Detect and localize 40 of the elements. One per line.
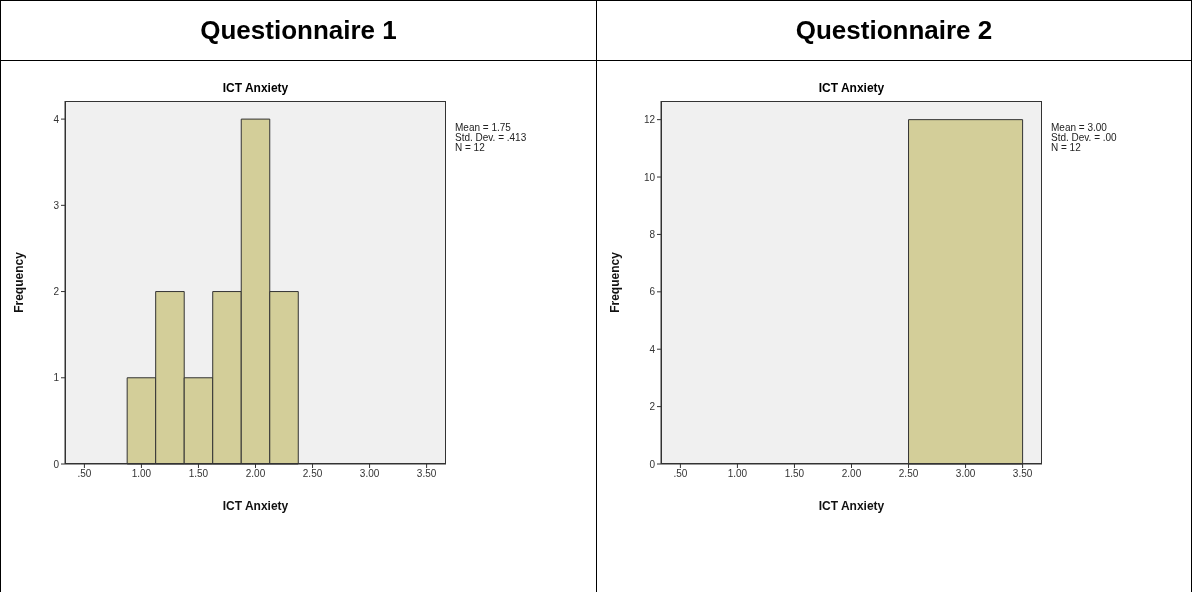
x-tick-label: .50 bbox=[77, 468, 92, 480]
x-tick-label: 2.00 bbox=[245, 468, 266, 480]
text: Std. Dev. = .00 bbox=[1051, 132, 1117, 143]
x-tick-label: 3.00 bbox=[955, 468, 976, 480]
y-tick-label: 4 bbox=[53, 113, 60, 125]
x-axis-title: ICT Anxiety bbox=[222, 499, 289, 513]
y-axis-title: Frequency bbox=[12, 251, 27, 313]
x-tick-label: .50 bbox=[673, 468, 688, 480]
x-tick-label: 2.00 bbox=[841, 468, 862, 480]
x-tick-label: 1.50 bbox=[784, 468, 805, 480]
y-tick-label: 0 bbox=[53, 458, 60, 470]
text: Std. Dev. = .413 bbox=[455, 132, 527, 143]
y-axis-title: Frequency bbox=[608, 251, 623, 313]
x-tick-label: 1.50 bbox=[188, 468, 209, 480]
x-tick-label: 1.00 bbox=[727, 468, 748, 480]
text: N = 12 bbox=[1051, 142, 1082, 153]
y-tick-label: 3 bbox=[53, 199, 60, 211]
y-tick-label: 4 bbox=[649, 343, 656, 355]
text: Mean = 3.00 bbox=[1051, 122, 1108, 133]
y-tick-label: 2 bbox=[649, 401, 656, 413]
y-tick-label: 10 bbox=[643, 171, 656, 183]
y-tick-label: 12 bbox=[643, 114, 656, 126]
chart-title: Questionnaire 2 bbox=[597, 1, 1191, 61]
y-tick-label: 8 bbox=[649, 228, 656, 240]
x-tick-label: 3.00 bbox=[359, 468, 380, 480]
y-tick-label: 1 bbox=[53, 372, 60, 384]
x-tick-label: 2.50 bbox=[302, 468, 323, 480]
y-tick-label: 0 bbox=[649, 458, 656, 470]
chart-title: Questionnaire 1 bbox=[1, 1, 596, 61]
chart-subtitle: ICT Anxiety bbox=[221, 81, 290, 95]
x-tick-label: 3.50 bbox=[416, 468, 437, 480]
text: Mean = 1.75 bbox=[455, 122, 512, 133]
x-tick-label: 3.50 bbox=[1012, 468, 1033, 480]
text: N = 12 bbox=[455, 142, 486, 153]
x-axis-title: ICT Anxiety bbox=[818, 499, 885, 513]
y-tick-label: 2 bbox=[53, 286, 60, 298]
y-tick-label: 6 bbox=[649, 286, 656, 298]
chart-subtitle: ICT Anxiety bbox=[817, 81, 886, 95]
x-tick-label: 1.00 bbox=[131, 468, 152, 480]
x-tick-label: 2.50 bbox=[898, 468, 919, 480]
